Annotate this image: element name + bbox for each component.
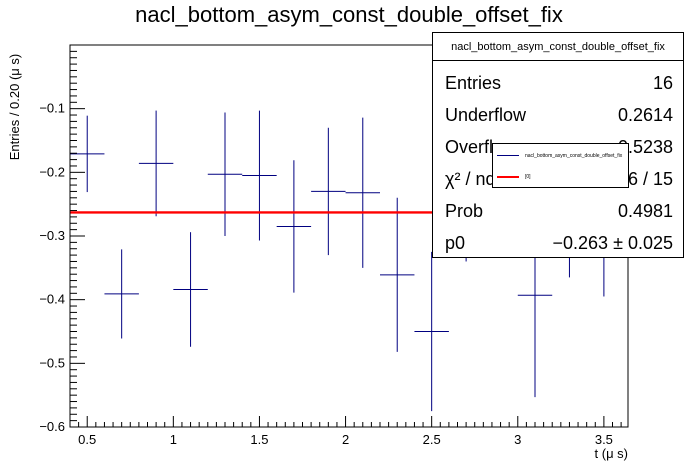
data-point xyxy=(414,251,449,412)
y-tick-label: −0.6 xyxy=(39,419,65,434)
legend-label-data: nacl_bottom_asym_const_double_offset_fix xyxy=(525,153,623,159)
legend: nacl_bottom_asym_const_double_offset_fix… xyxy=(492,143,629,188)
stats-row-prob: Prob 0.4981 xyxy=(445,195,673,227)
x-tick-label: 2 xyxy=(342,432,349,447)
legend-label-fit: [0] xyxy=(525,174,531,180)
data-point xyxy=(380,197,415,352)
chart-title: nacl_bottom_asym_const_double_offset_fix xyxy=(135,2,563,27)
stats-row-entries: Entries 16 xyxy=(445,67,673,99)
stats-label: Prob xyxy=(445,201,484,221)
legend-entry-fit: [0] xyxy=(497,171,531,183)
data-point xyxy=(345,117,380,268)
stats-value: 0.5238 xyxy=(617,137,673,157)
x-tick-label: 1 xyxy=(170,432,177,447)
stats-label: Underflow xyxy=(445,105,527,125)
stats-row-p0: p0 −0.263 ± 0.025 xyxy=(445,227,673,259)
legend-swatch-fit xyxy=(497,175,519,178)
stats-value: 16 xyxy=(652,73,673,93)
data-point xyxy=(242,110,277,241)
data-point xyxy=(138,110,174,217)
stats-label: p0 xyxy=(445,233,466,253)
data-point xyxy=(173,232,208,347)
y-tick-label: −0.1 xyxy=(39,101,65,116)
legend-entry-data: nacl_bottom_asym_const_double_offset_fix xyxy=(497,150,622,162)
stats-row-underflow: Underflow 0.2614 xyxy=(445,99,673,131)
x-tick-label: 3 xyxy=(514,432,521,447)
y-tick-label: −0.2 xyxy=(39,164,65,179)
y-axis-label: Entries / 0.20 (μ s) xyxy=(7,54,22,160)
x-tick-label: 3.5 xyxy=(595,432,613,447)
y-tick-label: −0.5 xyxy=(39,355,65,370)
y-tick-label: −0.3 xyxy=(39,228,65,243)
x-tick-label: 1.5 xyxy=(250,432,268,447)
legend-swatch-data xyxy=(497,155,519,157)
stats-value: 0.4981 xyxy=(617,201,673,221)
stats-title: nacl_bottom_asym_const_double_offset_fix xyxy=(433,33,683,61)
x-tick-label: 0.5 xyxy=(78,432,96,447)
axis-ticks: 0.5 1 1.5 2 2.5 3 3.5 −0.1 −0.2 −0.3 −0.4 −0.5 −0.6 xyxy=(39,50,622,447)
data-point xyxy=(207,112,243,236)
data-point xyxy=(276,160,312,293)
stats-label: Entries xyxy=(445,73,502,93)
y-tick-label: −0.4 xyxy=(39,292,65,307)
data-point xyxy=(70,115,105,193)
stats-label: χ² / ndf xyxy=(445,169,501,189)
data-point xyxy=(311,127,346,256)
x-axis-label: t (μ s) xyxy=(595,446,628,461)
x-tick-label: 2.5 xyxy=(423,432,441,447)
stats-value: −0.263 ± 0.025 xyxy=(552,233,673,253)
data-point xyxy=(104,249,139,339)
stats-value: 0.2614 xyxy=(617,105,673,125)
